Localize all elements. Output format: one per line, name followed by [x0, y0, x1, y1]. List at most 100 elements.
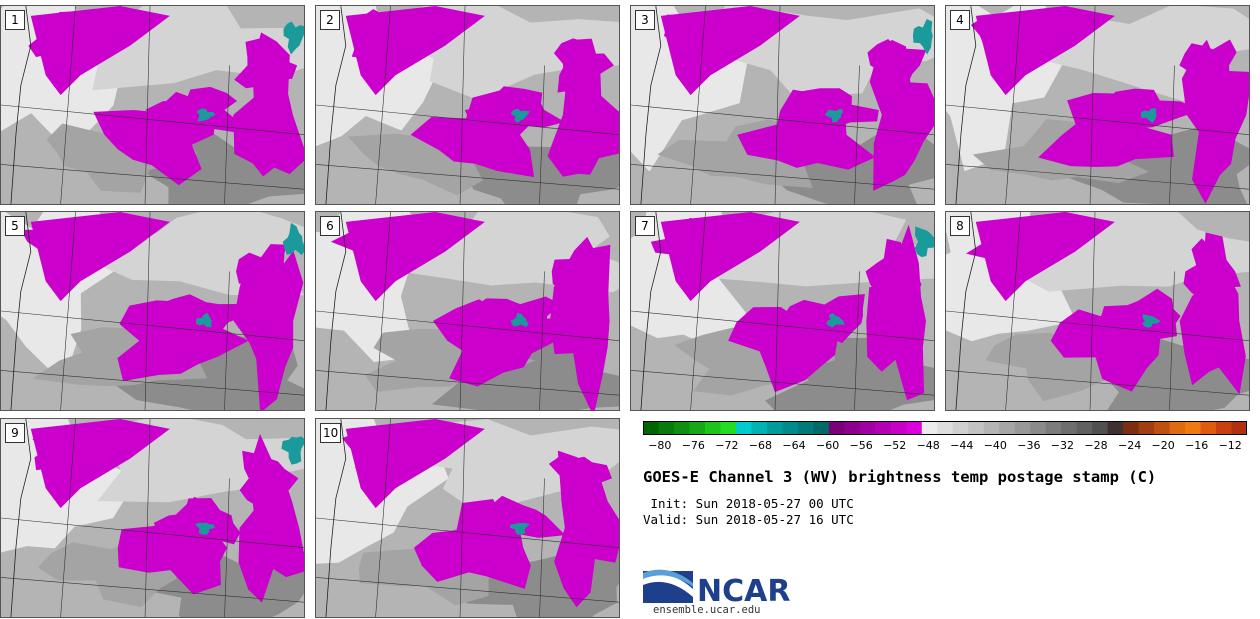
- colorbar-bin: [720, 421, 737, 435]
- wv-map: [1, 212, 304, 410]
- coastline: [955, 6, 977, 204]
- convective-cluster: [464, 86, 565, 128]
- colorbar: [643, 421, 1247, 435]
- colorbar-bin: [735, 421, 752, 435]
- wv-map: [946, 6, 1249, 204]
- panel-number: 9: [5, 423, 25, 443]
- colorbar-tick-label: −40: [983, 439, 1007, 452]
- cold-cloud-top: [912, 18, 933, 55]
- coastline: [10, 419, 32, 617]
- colorbar-bin: [1123, 421, 1140, 435]
- convective-cluster: [1179, 39, 1237, 98]
- panel-number: 7: [635, 216, 655, 236]
- init-time: Init: Sun 2018-05-27 00 UTC: [643, 496, 854, 511]
- colorbar-tick-label: −44: [950, 439, 974, 452]
- panel-5: 5: [0, 211, 305, 411]
- colorbar-bin: [844, 421, 861, 435]
- colorbar-bin: [983, 421, 1000, 435]
- colorbar-tick-label: −60: [815, 439, 840, 452]
- state-boundaries: [316, 212, 619, 410]
- convective-cluster: [144, 86, 238, 133]
- panel-8: 8: [945, 211, 1250, 411]
- moist-region: [351, 9, 432, 59]
- colorbar-tick-label: −12: [1218, 439, 1242, 452]
- colorbar-bin: [1030, 421, 1047, 435]
- convective-cluster: [153, 498, 241, 545]
- cold-cloud-top: [914, 226, 934, 258]
- state-boundaries: [1, 419, 304, 617]
- wv-map: [1, 419, 304, 617]
- cold-cloud-top: [1142, 314, 1161, 328]
- convective-cluster: [1101, 288, 1181, 340]
- colorbar-bin: [1216, 421, 1233, 435]
- panel-number: 1: [5, 10, 25, 30]
- panel-number: 3: [635, 10, 655, 30]
- colorbar-bin: [1107, 421, 1124, 435]
- wv-map: [631, 212, 934, 410]
- moist-region: [342, 427, 436, 474]
- colorbar-bin: [658, 421, 675, 435]
- cold-cloud-top: [281, 436, 304, 465]
- state-boundaries: [631, 6, 934, 204]
- panel-number: 5: [5, 216, 25, 236]
- panel-2: 2: [315, 5, 620, 205]
- convective-cluster: [239, 450, 299, 507]
- colorbar-tick-label: −28: [1084, 439, 1108, 452]
- colorbar-bin: [797, 421, 814, 435]
- wv-map: [316, 6, 619, 204]
- convective-cluster: [551, 236, 602, 299]
- colorbar-bin: [890, 421, 907, 435]
- cold-cloud-top: [510, 312, 529, 327]
- panel-10: 10: [315, 418, 620, 618]
- colorbar-bin: [875, 421, 892, 435]
- state-boundaries: [1, 212, 304, 410]
- panel-number: 6: [320, 216, 340, 236]
- panel-7: 7: [630, 211, 935, 411]
- convective-cluster: [117, 300, 249, 382]
- colorbar-bin: [766, 421, 783, 435]
- moist-region: [330, 218, 423, 264]
- convective-cluster: [1038, 93, 1174, 167]
- state-boundaries: [316, 6, 619, 204]
- colorbar-bin: [1014, 421, 1031, 435]
- state-boundaries: [631, 212, 934, 410]
- colorbar-bin: [952, 421, 969, 435]
- coastline: [325, 419, 347, 617]
- cold-cloud-top: [510, 522, 530, 535]
- colorbar-bin: [999, 421, 1016, 435]
- colorbar-tick-label: −24: [1117, 439, 1142, 452]
- wv-map: [631, 6, 934, 204]
- colorbar-bin: [673, 421, 690, 435]
- wv-map: [316, 419, 619, 617]
- colorbar-bin: [968, 421, 985, 435]
- state-boundaries: [1, 6, 304, 204]
- colorbar-bin: [1231, 421, 1247, 435]
- state-boundaries: [946, 212, 1249, 410]
- panel-6: 6: [315, 211, 620, 411]
- convective-cluster: [865, 238, 922, 298]
- convective-cluster: [234, 38, 298, 89]
- colorbar-tick-label: −36: [1017, 439, 1041, 452]
- cold-cloud-top: [826, 313, 845, 328]
- convective-cluster: [1183, 238, 1241, 299]
- panel-number: 10: [320, 423, 342, 443]
- convective-cluster: [548, 455, 612, 507]
- colorbar-tick-label: −68: [748, 439, 772, 452]
- colorbar-bin: [813, 421, 830, 435]
- moist-region: [28, 11, 121, 58]
- coastline: [955, 212, 977, 410]
- convective-cluster: [1181, 39, 1249, 204]
- cold-cloud-top: [825, 108, 844, 123]
- dry-region: [364, 328, 536, 392]
- coastline: [10, 212, 32, 410]
- moist-region: [970, 16, 1060, 63]
- colorbar-bin: [937, 421, 954, 435]
- colorbar-bin: [751, 421, 768, 435]
- colorbar-tick-label: −20: [1151, 439, 1175, 452]
- colorbar-tick-label: −64: [782, 439, 806, 452]
- wv-map: [946, 212, 1249, 410]
- moist-region: [965, 220, 1065, 259]
- convective-cluster: [553, 38, 614, 93]
- panel-number: 2: [320, 10, 340, 30]
- coastline: [325, 6, 347, 204]
